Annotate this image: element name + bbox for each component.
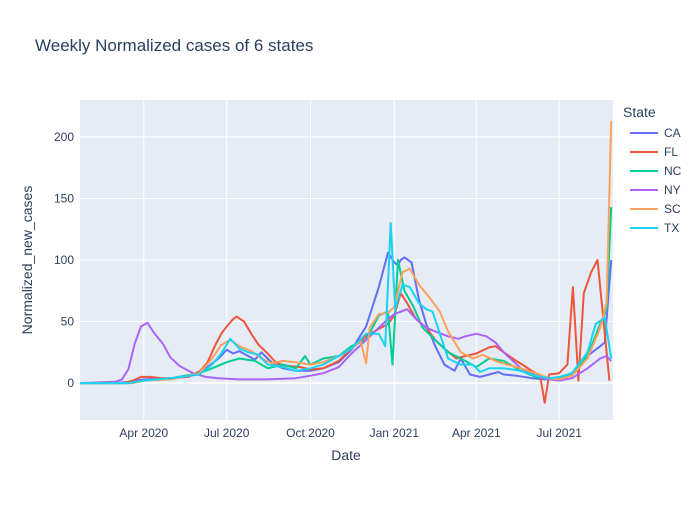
- y-tick-label: 50: [61, 315, 75, 329]
- series-lines: [79, 120, 613, 404]
- tick-labels: 0 50 100 150 200 Apr 2020 Jul 2020 Oct 2020 Jan …: [54, 130, 582, 440]
- legend-label: SC: [664, 202, 681, 216]
- legend-title: State: [623, 104, 656, 120]
- legend-label: NY: [664, 183, 681, 197]
- y-tick-label: 150: [54, 191, 74, 205]
- chart-title: Weekly Normalized cases of 6 states: [35, 36, 313, 55]
- series-line-tx: [80, 222, 613, 385]
- legend-label: NC: [664, 164, 682, 178]
- y-tick-label: 200: [54, 130, 74, 144]
- legend-label: FL: [664, 145, 678, 159]
- legend: CA FL NC NY SC TX: [630, 126, 682, 235]
- x-axis-title: Date: [331, 447, 361, 463]
- y-axis-title: Normalized_new_cases: [19, 186, 35, 335]
- x-tick-label: Oct 2020: [286, 426, 335, 440]
- y-tick-label: 100: [54, 253, 74, 267]
- x-tick-label: Apr 2020: [119, 426, 168, 440]
- series-line-ca: [80, 251, 613, 385]
- x-tick-label: Jan 2021: [370, 426, 420, 440]
- x-tick-label: Jul 2020: [204, 426, 250, 440]
- legend-label: CA: [664, 126, 681, 140]
- legend-label: TX: [664, 221, 679, 235]
- y-tick-label: 0: [67, 376, 74, 390]
- series-line-ny: [79, 308, 612, 385]
- x-tick-label: Jul 2021: [537, 426, 583, 440]
- x-tick-label: Apr 2021: [452, 426, 501, 440]
